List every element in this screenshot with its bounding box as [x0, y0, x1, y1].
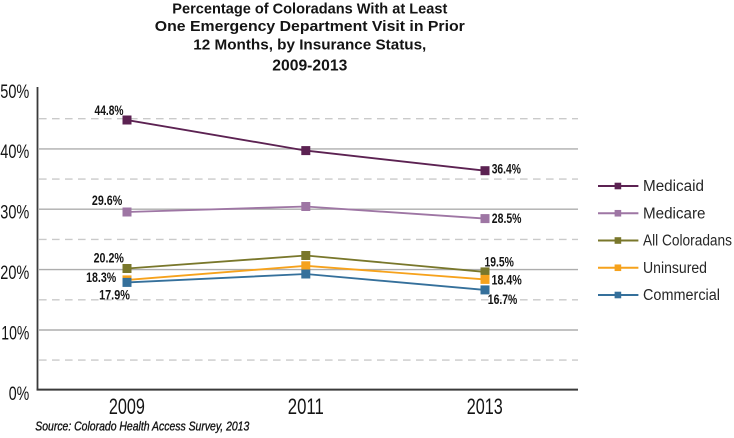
- svg-text:2013: 2013: [467, 394, 503, 419]
- svg-text:19.5%: 19.5%: [485, 254, 514, 269]
- svg-text:18.4%: 18.4%: [492, 273, 522, 288]
- svg-text:18.3%: 18.3%: [86, 270, 116, 285]
- svg-text:44.8%: 44.8%: [95, 103, 124, 118]
- svg-text:36.4%: 36.4%: [492, 161, 521, 176]
- svg-text:50%: 50%: [0, 81, 29, 103]
- svg-text:20%: 20%: [0, 262, 29, 284]
- svg-text:30%: 30%: [0, 202, 29, 224]
- svg-text:2009: 2009: [109, 394, 145, 419]
- svg-text:Commercial: Commercial: [643, 287, 720, 304]
- svg-text:16.7%: 16.7%: [488, 292, 518, 307]
- svg-text:40%: 40%: [0, 141, 29, 163]
- svg-text:29.6%: 29.6%: [92, 193, 122, 208]
- svg-text:17.9%: 17.9%: [99, 288, 130, 303]
- svg-text:Uninsured: Uninsured: [643, 260, 707, 277]
- svg-text:Medicaid: Medicaid: [643, 178, 704, 195]
- svg-text:One Emergency Department Visit: One Emergency Department Visit in Prior: [155, 18, 465, 35]
- svg-text:All Coloradans: All Coloradans: [643, 233, 732, 250]
- svg-text:0%: 0%: [9, 383, 30, 405]
- svg-text:Medicare: Medicare: [643, 205, 706, 222]
- svg-text:12 Months, by Insurance Status: 12 Months, by Insurance Status,: [193, 37, 426, 54]
- svg-text:20.2%: 20.2%: [94, 251, 124, 266]
- svg-text:Percentage of Coloradans With: Percentage of Coloradans With at Least: [172, 0, 447, 17]
- svg-text:Source: Colorado Health Access: Source: Colorado Health Access Survey, 2…: [35, 420, 249, 434]
- svg-text:2011: 2011: [288, 394, 324, 419]
- svg-text:28.5%: 28.5%: [492, 211, 522, 226]
- svg-text:10%: 10%: [1, 322, 29, 344]
- svg-text:2009-2013: 2009-2013: [272, 57, 347, 74]
